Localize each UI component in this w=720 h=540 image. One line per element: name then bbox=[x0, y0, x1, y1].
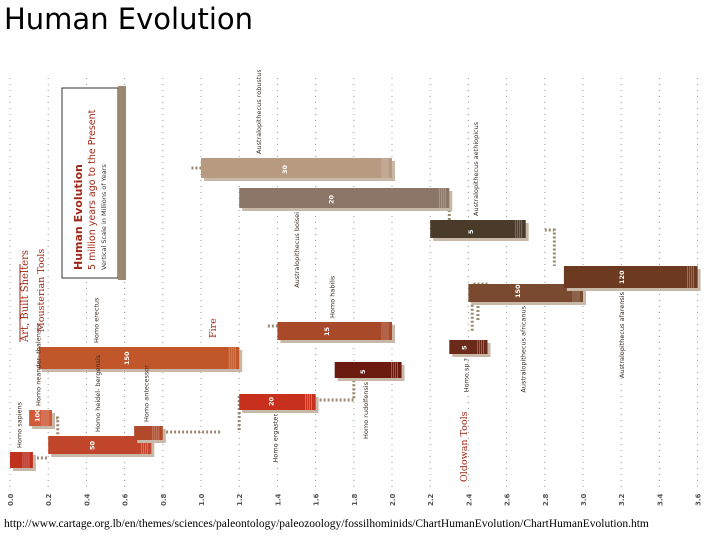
australopithecus-africanus-label: Australopithecus africanus bbox=[520, 305, 528, 392]
x-tick-label: 0.2 bbox=[45, 493, 53, 506]
art-built-shelters-annotation: Art, Built Shelters bbox=[20, 250, 31, 343]
homo-erectus-bar bbox=[38, 347, 240, 369]
homo-heidelbergensis-label: Homo heidel- bergensis bbox=[94, 354, 102, 432]
australopithecus-africanus-value: 150 bbox=[514, 284, 522, 298]
homo-heidelbergensis-bar bbox=[48, 436, 152, 454]
fire-annotation: Fire bbox=[208, 318, 219, 338]
x-tick-label: 1.2 bbox=[236, 493, 244, 506]
homo-sp-bar bbox=[449, 340, 488, 354]
x-tick-label: 2.6 bbox=[504, 493, 512, 506]
homo-neanderthalensis-bar bbox=[29, 410, 53, 426]
australopithecus-afarensis-bar bbox=[563, 266, 698, 288]
x-tick-label: 0.4 bbox=[83, 493, 91, 506]
species-bars bbox=[10, 158, 701, 471]
homo-erectus-value: 150 bbox=[123, 351, 131, 365]
mousterian-tools-annotation: Mousterian Tools bbox=[36, 249, 47, 332]
x-tick-label: 3.6 bbox=[695, 493, 703, 506]
australopithecus-robustus-label: Australopithecus robustus bbox=[255, 70, 263, 154]
australopithecus-boisei-bar bbox=[239, 188, 450, 208]
x-tick-label: 0.0 bbox=[7, 493, 15, 506]
chart-subtitle: 5 million years ago to the Present bbox=[87, 109, 98, 270]
evolution-timeline-chart: Homo sapiens 100 Homo neander- thalensis 50… bbox=[0, 70, 720, 510]
homo-habilis-bar bbox=[277, 322, 392, 340]
homo-sapiens-bar bbox=[10, 452, 33, 468]
x-tick-label: 0.6 bbox=[122, 493, 130, 506]
annotations: Art, Built Shelters Mousterian Tools Fire O… bbox=[19, 249, 470, 482]
species-labels: Homo sapiens 100 Homo neander- thalensis 50… bbox=[15, 70, 626, 463]
homo-rudolfensis-value: 5 bbox=[359, 369, 367, 374]
homo-ergaster-value: 20 bbox=[268, 396, 276, 406]
title-box-frame bbox=[61, 87, 119, 279]
oldowan-tools-annotation: Oldowan Tools bbox=[459, 411, 470, 482]
chart-title-box: Human Evolution 5 million years ago to t… bbox=[61, 86, 126, 280]
homo-sp-label: Homo sp.? bbox=[462, 358, 470, 392]
chart-scale-note: Vertical Scale in Millions of Years bbox=[100, 164, 108, 270]
source-url: http://www.cartage.org.lb/en/themes/scie… bbox=[4, 518, 649, 530]
x-tick-label: 3.4 bbox=[656, 493, 664, 506]
x-tick-label: 1.0 bbox=[198, 493, 206, 506]
x-tick-label: 1.6 bbox=[313, 493, 321, 506]
x-axis-ticks: 0.0 0.2 0.4 0.6 0.8 1.0 1.2 1.4 1.6 1.8 2.0 2.2 2.4 2… bbox=[7, 493, 703, 506]
x-tick-label: 1.8 bbox=[351, 493, 359, 506]
x-tick-label: 3.0 bbox=[580, 493, 588, 506]
x-tick-label: 0.8 bbox=[160, 493, 168, 506]
homo-habilis-label: Homo habilis bbox=[329, 275, 337, 318]
x-tick-label: 2.4 bbox=[465, 493, 473, 506]
x-tick-label: 2.0 bbox=[389, 493, 397, 506]
title-box-shadow bbox=[118, 86, 126, 280]
connector-line bbox=[315, 368, 356, 402]
connector-line bbox=[544, 228, 556, 266]
australopithecus-robustus-value: 30 bbox=[281, 164, 289, 174]
australopithecus-boisei-value: 20 bbox=[328, 194, 336, 204]
homo-ergaster-label: Homo ergaster bbox=[271, 414, 279, 463]
homo-neanderthalensis-label: Homo neander- thalensis bbox=[35, 324, 43, 406]
x-tick-label: 3.2 bbox=[618, 493, 626, 506]
homo-antecessor-bar bbox=[134, 426, 163, 440]
australopithecus-robustus-bar bbox=[201, 158, 392, 178]
homo-habilis-value: 15 bbox=[323, 326, 331, 336]
homo-ergaster-bar bbox=[239, 394, 316, 410]
homo-rudolfensis-label: Homo rudolfensis bbox=[362, 381, 370, 439]
australopithecus-afarensis-value: 120 bbox=[618, 270, 626, 284]
homo-heidelbergensis-value: 50 bbox=[89, 440, 97, 450]
homo-antecessor-label: Homo antecessor bbox=[142, 365, 150, 422]
page-title: Human Evolution bbox=[4, 2, 254, 36]
homo-sapiens-label: Homo sapiens bbox=[15, 401, 23, 448]
homo-erectus-label: Homo erectus bbox=[93, 297, 101, 343]
x-tick-label: 1.4 bbox=[274, 493, 282, 506]
australopithecus-aethiopicus-value: 5 bbox=[467, 229, 475, 234]
chart-title: Human Evolution bbox=[72, 164, 85, 270]
australopithecus-boisei-label: Australopithecus boisei bbox=[293, 212, 301, 288]
homo-rudolfensis-bar bbox=[334, 362, 402, 378]
x-tick-label: 2.8 bbox=[542, 493, 550, 506]
homo-neanderthalensis-value: 100 bbox=[33, 408, 41, 422]
australopithecus-afarensis-label: Australopithecus afarensis bbox=[618, 291, 626, 378]
australopithecus-aethiopicus-label: Australopithecus aethiopicus bbox=[472, 121, 480, 216]
australopithecus-aethiopicus-bar bbox=[430, 220, 526, 238]
australopithecus-africanus-bar bbox=[468, 284, 583, 302]
x-tick-label: 2.2 bbox=[427, 493, 435, 506]
homo-sp-value: 5 bbox=[460, 345, 468, 350]
